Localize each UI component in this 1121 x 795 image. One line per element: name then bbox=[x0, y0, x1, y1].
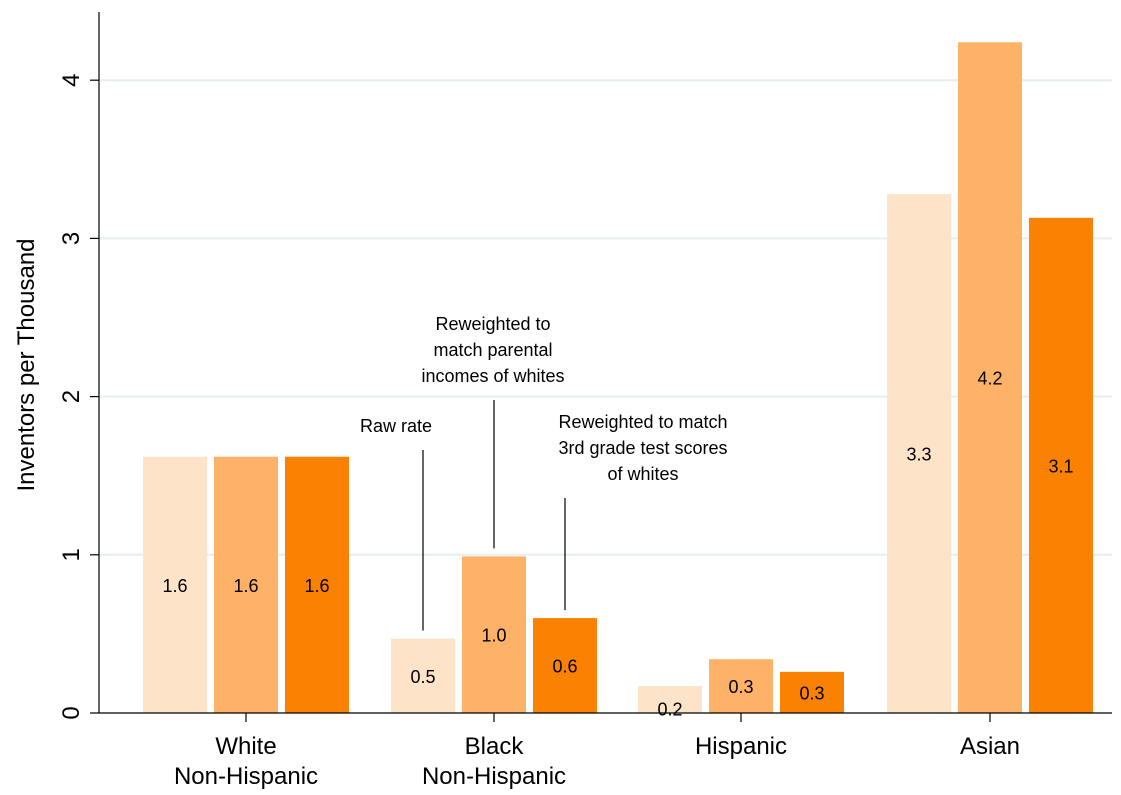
axes: 0 1 2 3 4 White Non-Hispanic Black Non-Hispanic H… bbox=[58, 12, 1112, 790]
annotation-text: 3rd grade test scores bbox=[558, 438, 727, 458]
bar-value-label: 0.6 bbox=[552, 657, 577, 677]
bar-value-label: 1.6 bbox=[233, 576, 258, 596]
bar-value-label: 0.5 bbox=[410, 667, 435, 687]
annotation-text: Raw rate bbox=[360, 416, 432, 436]
bar-value-label: 3.3 bbox=[906, 445, 931, 465]
bar-value-label: 1.6 bbox=[304, 576, 329, 596]
annotation-text: incomes of whites bbox=[421, 366, 564, 386]
annotation-text: match parental bbox=[433, 340, 552, 360]
bar-value-label: 0.2 bbox=[657, 700, 682, 720]
bar bbox=[214, 456, 278, 713]
bar bbox=[285, 456, 349, 713]
bar bbox=[780, 671, 844, 713]
bar bbox=[143, 456, 207, 713]
category-label: Non-Hispanic bbox=[174, 763, 318, 790]
bar-value-label: 3.1 bbox=[1048, 456, 1073, 476]
category-label: White bbox=[215, 733, 276, 760]
annotations: Raw rate Reweighted to match parental incom… bbox=[360, 314, 728, 631]
bar-value-label: 4.2 bbox=[977, 369, 1002, 389]
y-tick-label: 1 bbox=[58, 548, 85, 561]
y-tick-label: 4 bbox=[58, 74, 85, 87]
bar bbox=[709, 659, 773, 713]
y-tick-label: 0 bbox=[58, 706, 85, 719]
bar-value-label: 1.6 bbox=[162, 576, 187, 596]
annotation-text: Reweighted to bbox=[435, 314, 550, 334]
bar bbox=[958, 42, 1022, 714]
bars: 1.6 0.5 0.2 3.3 1.6 1.0 0.3 4.2 1.6 0.6 0.3 3.1 bbox=[143, 42, 1093, 720]
y-tick-label: 2 bbox=[58, 390, 85, 403]
annotation-text: Reweighted to match bbox=[558, 412, 727, 432]
y-tick-label: 3 bbox=[58, 232, 85, 245]
bar bbox=[391, 638, 455, 713]
bar-value-label: 0.3 bbox=[728, 677, 753, 697]
bar bbox=[462, 556, 526, 713]
category-label: Hispanic bbox=[695, 733, 787, 760]
bar bbox=[887, 194, 951, 713]
bar bbox=[533, 618, 597, 713]
category-label: Asian bbox=[960, 733, 1020, 760]
annotation-text: of whites bbox=[607, 464, 678, 484]
bar-value-label: 1.0 bbox=[481, 626, 506, 646]
bar bbox=[638, 686, 702, 713]
category-label: Non-Hispanic bbox=[422, 763, 566, 790]
bar bbox=[1029, 217, 1093, 714]
bar-value-label: 0.3 bbox=[799, 683, 824, 703]
y-axis-label: Inventors per Thousand bbox=[13, 238, 40, 491]
category-label: Black bbox=[465, 733, 525, 760]
